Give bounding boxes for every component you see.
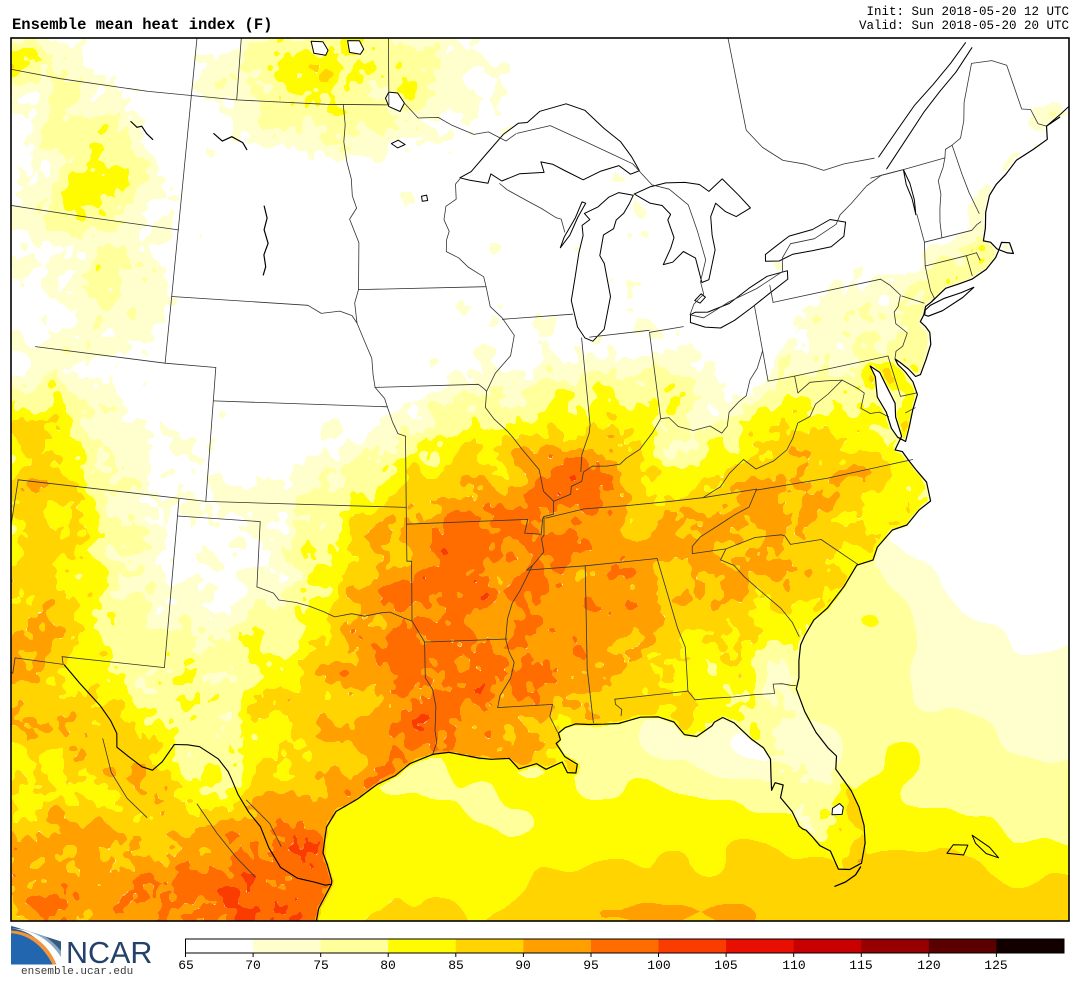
svg-text:NCAR: NCAR xyxy=(66,936,152,970)
